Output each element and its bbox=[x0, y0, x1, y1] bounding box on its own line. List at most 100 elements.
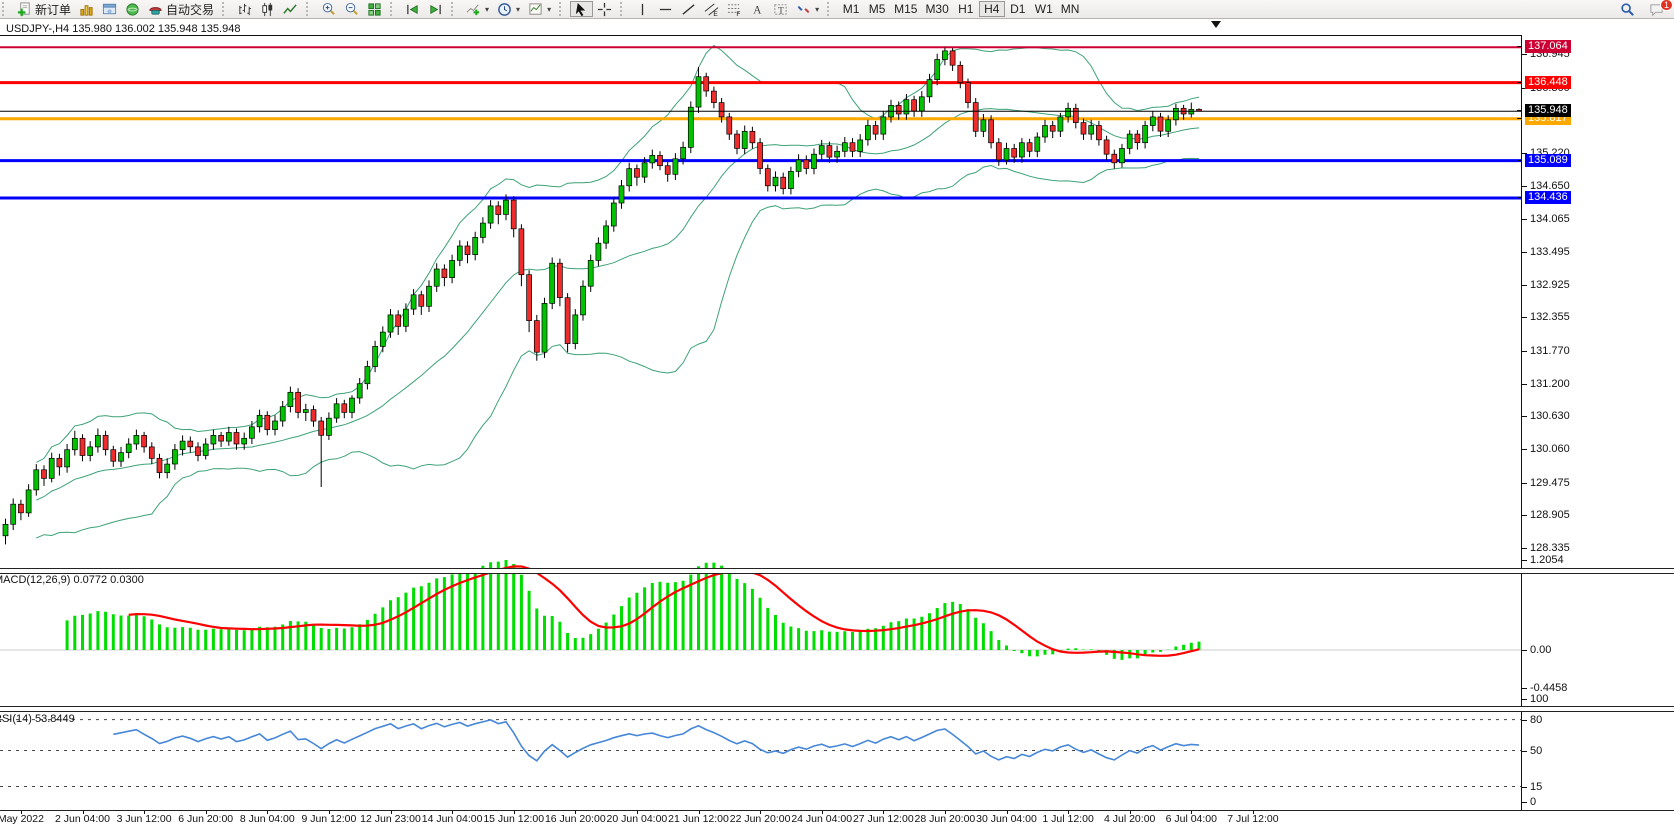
zoom-out-button[interactable] bbox=[340, 1, 363, 17]
cursor-button[interactable] bbox=[570, 1, 594, 17]
price-tick-label: 131.770 bbox=[1522, 345, 1570, 357]
time-label: 6 Jul 04:00 bbox=[1165, 813, 1217, 825]
svg-text:T: T bbox=[778, 6, 784, 16]
trendline-button[interactable] bbox=[677, 1, 700, 17]
time-label: 14 Jun 04:00 bbox=[421, 813, 483, 825]
periods-button[interactable]: ▾ bbox=[493, 1, 524, 17]
toolbar-group-trade: 新订单 bbox=[11, 0, 220, 18]
price-tick-label: 132.925 bbox=[1522, 279, 1570, 291]
toolbar-group-scroll bbox=[399, 0, 449, 18]
rsi-indicator-label: RSI(14) 53.8449 bbox=[0, 713, 75, 725]
candle-wicks bbox=[5, 47, 1200, 545]
dropdown-caret-icon: ▾ bbox=[485, 4, 490, 14]
crosshair-button[interactable] bbox=[593, 1, 616, 17]
macd-scale-label: 1.2054 bbox=[1522, 554, 1564, 566]
timeframe-button-h4[interactable]: H4 bbox=[978, 1, 1005, 17]
time-tick bbox=[1129, 811, 1131, 814]
bollinger-middle-band bbox=[36, 108, 1200, 501]
horizontal-line-button[interactable] bbox=[654, 1, 677, 17]
market-watch-button[interactable] bbox=[75, 1, 98, 17]
zoom-in-button[interactable] bbox=[317, 1, 340, 17]
toolbar-group-zoom bbox=[315, 0, 388, 18]
chart-window: USDJPY-,H4 135.980 136.002 135.948 135.9… bbox=[0, 19, 1674, 826]
time-label: May 2022 bbox=[0, 813, 44, 825]
price-tick-label: 134.065 bbox=[1522, 213, 1570, 225]
toolbar-grip bbox=[306, 2, 313, 16]
templates-button[interactable]: ▾ bbox=[524, 1, 555, 17]
time-tick bbox=[144, 811, 146, 814]
rsi-scale-label: 15 bbox=[1522, 781, 1542, 793]
time-label: 20 Jun 04:00 bbox=[606, 813, 668, 825]
timeframe-button-m1[interactable]: M1 bbox=[838, 1, 864, 17]
time-tick bbox=[1252, 811, 1254, 814]
price-line-label: 136.448 bbox=[1517, 75, 1571, 89]
bar-chart-button[interactable] bbox=[233, 1, 256, 17]
data-window-button[interactable] bbox=[98, 1, 121, 17]
time-label: 27 Jun 12:00 bbox=[852, 813, 914, 825]
crosshair-icon bbox=[598, 2, 612, 16]
timeframe-button-h1[interactable]: H1 bbox=[953, 1, 979, 17]
fibonacci-button[interactable]: F bbox=[723, 1, 746, 17]
timeframe-button-w1[interactable]: W1 bbox=[1031, 1, 1057, 17]
timeframe-button-m5[interactable]: M5 bbox=[864, 1, 890, 17]
toolbar-group-timeframes: M1 M5 M15 M30 H1 H4 D1 W1 MN bbox=[836, 0, 1085, 18]
arrows-button[interactable]: ▾ bbox=[792, 1, 823, 17]
price-tick-label: 132.355 bbox=[1522, 311, 1570, 323]
timeframe-button-mn[interactable]: MN bbox=[1057, 1, 1084, 17]
macd-histogram bbox=[65, 560, 1201, 660]
toolbar-grip bbox=[559, 2, 566, 16]
chart-shift-icon bbox=[430, 4, 441, 14]
time-label: 3 Jun 12:00 bbox=[116, 813, 172, 825]
time-axis[interactable]: May 2022 2 Jun 04:00 3 Jun 12:00 6 Jun 20:0… bbox=[0, 810, 1674, 826]
toolbar-group-cursor bbox=[568, 0, 618, 18]
tile-windows-button[interactable] bbox=[363, 1, 386, 17]
price-tick-label: 128.335 bbox=[1522, 542, 1570, 554]
time-label: 22 Jun 20:00 bbox=[729, 813, 791, 825]
pane-separator[interactable] bbox=[0, 568, 1674, 574]
new-order-button[interactable]: 新订单 bbox=[13, 1, 75, 17]
time-label: 1 Jul 12:00 bbox=[1042, 813, 1094, 825]
time-label: 9 Jun 12:00 bbox=[301, 813, 357, 825]
vertical-line-button[interactable] bbox=[631, 1, 654, 17]
indicators-button[interactable]: ▾ bbox=[462, 1, 493, 17]
line-chart-button[interactable] bbox=[279, 1, 302, 17]
time-tick bbox=[821, 811, 823, 814]
price-tick-label: 130.630 bbox=[1522, 410, 1570, 422]
chart-shift-button[interactable] bbox=[424, 1, 447, 17]
time-label: 16 Jun 20:00 bbox=[544, 813, 606, 825]
auto-scroll-button[interactable] bbox=[401, 1, 424, 17]
time-label: 24 Jun 04:00 bbox=[791, 813, 853, 825]
time-label: 12 Jun 23:00 bbox=[360, 813, 421, 825]
time-tick bbox=[760, 811, 762, 814]
horizontal-line-icon bbox=[659, 8, 672, 10]
pane-separator[interactable] bbox=[0, 706, 1674, 712]
text-button[interactable]: A bbox=[746, 1, 769, 17]
main-chart-plot[interactable] bbox=[0, 19, 1522, 810]
search-icon bbox=[1621, 2, 1634, 16]
autotrading-button[interactable]: 自动交易 bbox=[144, 1, 218, 17]
navigator-button[interactable] bbox=[121, 1, 144, 17]
time-label: 30 Jun 04:00 bbox=[976, 813, 1037, 825]
equidistant-channel-icon: E bbox=[704, 3, 718, 17]
price-axis[interactable]: 136.945136.360135.220134.650134.065133.4… bbox=[1517, 19, 1674, 810]
toolbar-grip bbox=[451, 2, 458, 16]
time-label: 7 Jul 12:00 bbox=[1227, 813, 1279, 825]
search-button[interactable] bbox=[1616, 1, 1639, 17]
current-price-label: 135.948 bbox=[1517, 104, 1571, 118]
chart-shift-marker[interactable] bbox=[1211, 21, 1221, 28]
time-tick bbox=[1068, 811, 1070, 814]
time-tick bbox=[328, 811, 330, 814]
price-line-label: 134.436 bbox=[1517, 191, 1571, 205]
candlestick-chart-button[interactable] bbox=[256, 1, 279, 17]
notifications-button[interactable]: 1 bbox=[1645, 0, 1673, 17]
text-label-icon: T bbox=[774, 3, 787, 16]
time-tick bbox=[1191, 811, 1193, 814]
timeframe-button-m30[interactable]: M30 bbox=[921, 1, 952, 17]
timeframe-button-m15[interactable]: M15 bbox=[890, 1, 921, 17]
equidistant-channel-button[interactable]: E bbox=[700, 1, 723, 17]
time-tick bbox=[1006, 811, 1008, 814]
zoom-out-icon bbox=[345, 2, 358, 15]
text-label-button[interactable]: T bbox=[769, 1, 792, 17]
timeframe-button-d1[interactable]: D1 bbox=[1005, 1, 1031, 17]
